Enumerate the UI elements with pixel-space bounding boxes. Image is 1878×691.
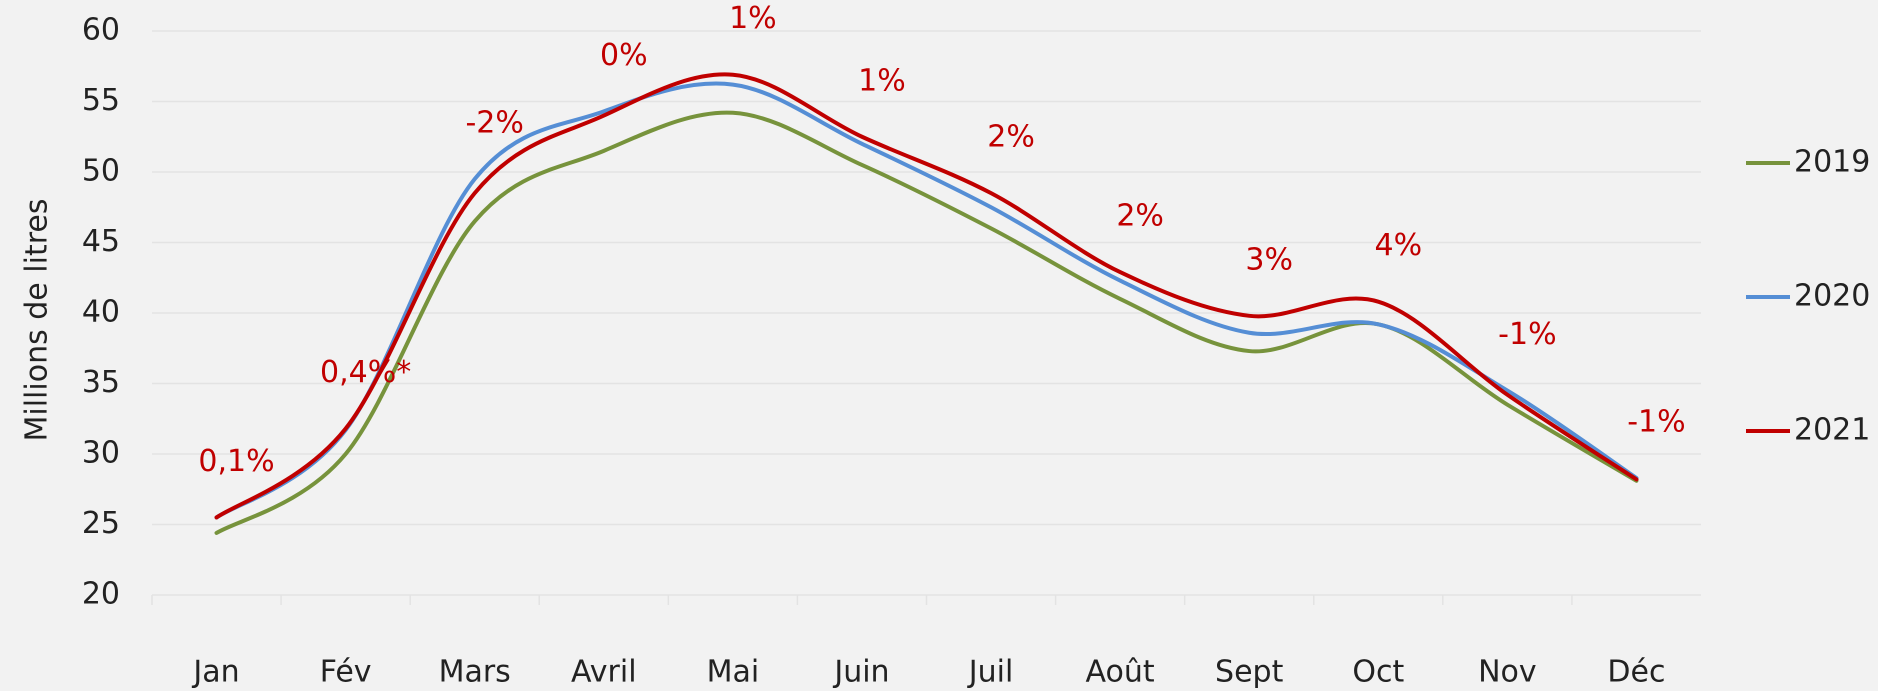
annotation: 3% [1245, 242, 1293, 277]
y-tick-label: 40 [82, 295, 120, 330]
y-tick-label: 20 [82, 577, 120, 612]
legend-label: 2021 [1794, 413, 1870, 448]
x-tick-label: Sept [1215, 655, 1284, 690]
annotation: 1% [729, 1, 777, 36]
x-tick-label: Fév [320, 655, 372, 690]
annotation: 0% [600, 38, 648, 73]
x-tick-label: Juil [967, 655, 1014, 690]
y-tick-label: 55 [82, 83, 120, 118]
y-tick-label: 50 [82, 154, 120, 189]
annotation: 0,4%* [320, 355, 411, 390]
annotation: 2% [987, 120, 1035, 155]
x-tick-label: Mai [707, 655, 760, 690]
y-tick-label: 60 [82, 13, 120, 48]
series-line [214, 72, 1639, 520]
x-tick-label: Déc [1607, 655, 1665, 690]
y-axis-title: Millions de litres [20, 199, 55, 442]
y-tick-label: 30 [82, 436, 120, 471]
legend-label: 2019 [1794, 145, 1870, 180]
x-tick-label: Avril [571, 655, 637, 690]
annotation: 2% [1116, 199, 1164, 234]
x-tick-label: Août [1086, 655, 1155, 690]
x-tick-label: Oct [1352, 655, 1404, 690]
annotation: -1% [1627, 404, 1685, 439]
x-tick-label: Mars [439, 655, 511, 690]
annotation: -2% [465, 106, 523, 141]
annotation: 1% [858, 63, 906, 98]
x-tick-label: Nov [1478, 655, 1537, 690]
y-tick-label: 25 [82, 506, 120, 541]
series-line [214, 81, 1639, 520]
y-tick-label: 45 [82, 224, 120, 259]
x-tick-label: Juin [832, 655, 889, 690]
annotation: 4% [1374, 228, 1422, 263]
annotation: 0,1% [198, 444, 274, 479]
x-tick-label: Jan [191, 655, 239, 690]
y-tick-label: 35 [82, 365, 120, 400]
annotation: -1% [1498, 317, 1556, 352]
legend-label: 2020 [1794, 279, 1870, 314]
